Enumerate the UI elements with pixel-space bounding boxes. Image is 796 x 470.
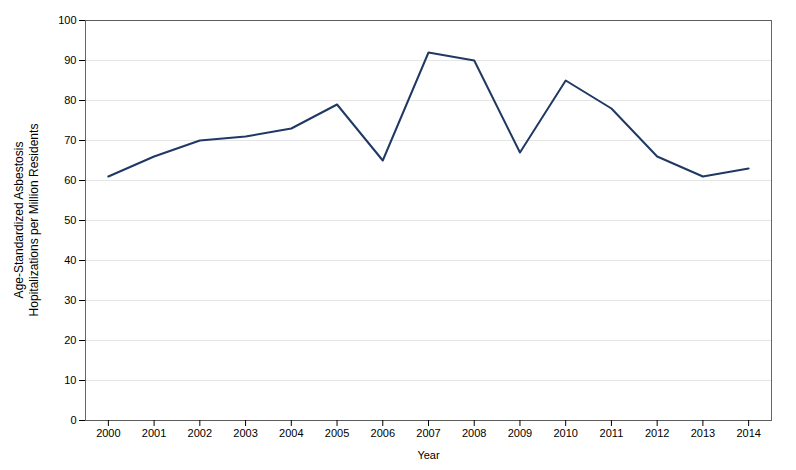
svg-text:40: 40 (64, 254, 76, 266)
svg-text:0: 0 (70, 414, 76, 426)
svg-text:2008: 2008 (462, 427, 486, 439)
svg-text:80: 80 (64, 94, 76, 106)
svg-text:2011: 2011 (600, 427, 624, 439)
svg-text:60: 60 (64, 174, 76, 186)
svg-text:2009: 2009 (508, 427, 532, 439)
svg-text:100: 100 (58, 14, 76, 26)
svg-text:2002: 2002 (188, 427, 212, 439)
svg-text:30: 30 (64, 294, 76, 306)
svg-text:70: 70 (64, 134, 76, 146)
svg-text:2003: 2003 (233, 427, 257, 439)
svg-text:2010: 2010 (553, 427, 577, 439)
svg-text:10: 10 (64, 374, 76, 386)
svg-text:Year: Year (417, 449, 440, 461)
svg-text:Age-Standardized AsbestosisHop: Age-Standardized AsbestosisHopitalizatio… (12, 124, 41, 317)
svg-text:2007: 2007 (416, 427, 440, 439)
svg-text:2000: 2000 (96, 427, 120, 439)
svg-text:2013: 2013 (691, 427, 715, 439)
svg-text:2001: 2001 (142, 427, 166, 439)
svg-text:50: 50 (64, 214, 76, 226)
svg-text:2006: 2006 (371, 427, 395, 439)
svg-text:2005: 2005 (325, 427, 349, 439)
svg-text:2012: 2012 (645, 427, 669, 439)
svg-text:2004: 2004 (279, 427, 303, 439)
svg-text:20: 20 (64, 334, 76, 346)
svg-text:2014: 2014 (736, 427, 760, 439)
svg-text:90: 90 (64, 54, 76, 66)
